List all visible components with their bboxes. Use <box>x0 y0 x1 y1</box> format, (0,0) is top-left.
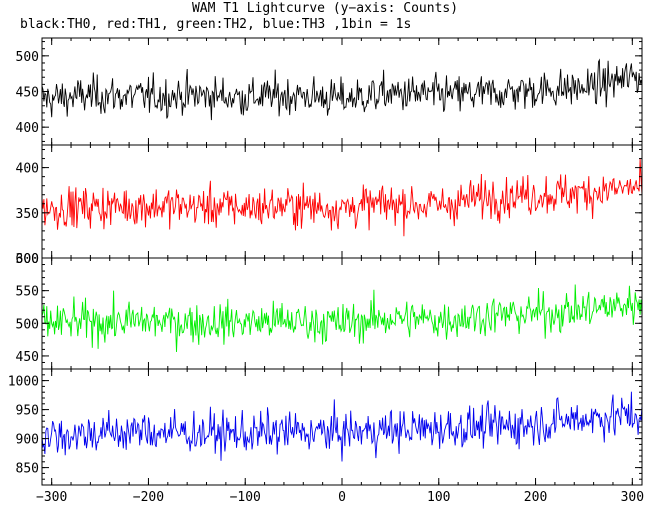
series-line-th0 <box>42 58 642 121</box>
series-line-th2 <box>42 284 642 353</box>
y-tick-label: 400 <box>16 121 39 136</box>
y-tick-label: 400 <box>16 162 39 177</box>
y-tick-label: 1000 <box>8 375 39 390</box>
y-tick-label: 350 <box>16 207 39 222</box>
y-tick-label: 450 <box>16 350 39 365</box>
chart-subtitle: black:TH0, red:TH1, green:TH2, blue:TH3 … <box>20 17 412 32</box>
x-tick-label: 0 <box>338 490 346 505</box>
y-tick-label: 600 <box>16 252 39 267</box>
y-tick-label: 500 <box>16 317 39 332</box>
x-tick-label: 200 <box>524 490 547 505</box>
x-tick-label: −100 <box>230 490 261 505</box>
chart-title: WAM T1 Lightcurve (y−axis: Counts) <box>191 1 459 16</box>
y-tick-label: 850 <box>16 462 39 477</box>
x-tick-label: −200 <box>133 490 164 505</box>
series-line-th1 <box>42 158 642 237</box>
x-tick-label: 300 <box>621 490 644 505</box>
y-tick-label: 500 <box>16 50 39 65</box>
x-tick-label: 100 <box>427 490 450 505</box>
y-tick-label: 550 <box>16 285 39 300</box>
y-tick-label: 450 <box>16 86 39 101</box>
y-tick-label: 300 <box>16 252 39 267</box>
x-tick-label: −300 <box>36 490 67 505</box>
series-line-th3 <box>42 391 642 462</box>
y-tick-label: 950 <box>16 404 39 419</box>
y-tick-label: 900 <box>16 433 39 448</box>
